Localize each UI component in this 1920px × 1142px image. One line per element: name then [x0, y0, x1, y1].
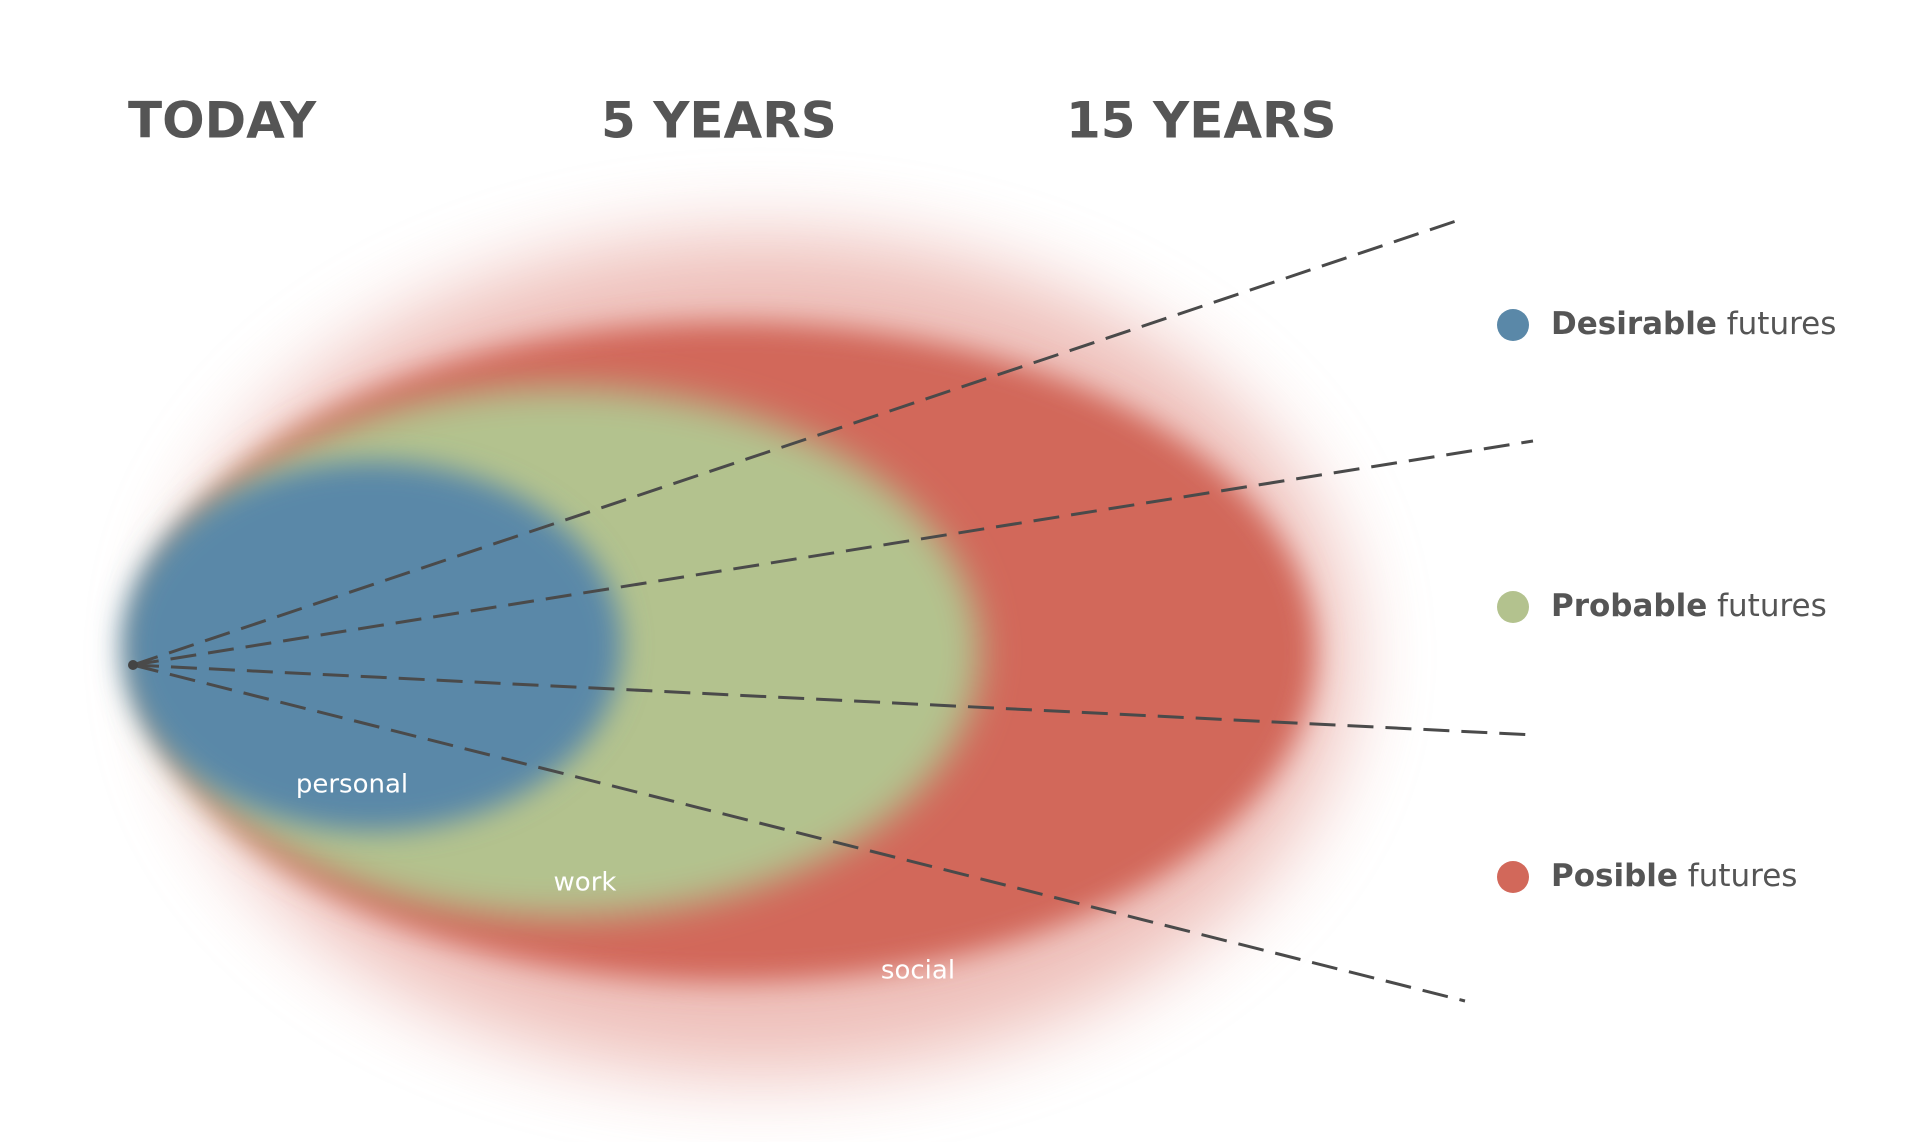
- legend-dot: [1497, 309, 1529, 341]
- dashed-line: [132, 216, 1466, 667]
- region-label: personal: [296, 770, 408, 800]
- legend-item: Desirable futures: [1551, 306, 1836, 342]
- dashed-line: [132, 663, 1536, 737]
- legend-dot: [1497, 591, 1529, 623]
- origin-point: [128, 660, 138, 670]
- cone: [122, 235, 1350, 1075]
- dashed-line: [132, 439, 1534, 667]
- legend-bold: Desirable: [1551, 306, 1717, 342]
- dashed-line: [132, 663, 1466, 1003]
- legend-item: Probable futures: [1551, 588, 1827, 624]
- legend-bold: Posible: [1551, 858, 1678, 894]
- legend-bold: Probable: [1551, 588, 1707, 624]
- region-label: work: [554, 868, 617, 898]
- legend-text: futures: [1688, 858, 1798, 894]
- legend-dot: [1497, 861, 1529, 893]
- legend-text: futures: [1727, 306, 1837, 342]
- legend: Desirable futures Probable futures Posib…: [1497, 306, 1836, 894]
- legend-item: Posible futures: [1551, 858, 1797, 894]
- legend-text: futures: [1717, 588, 1827, 624]
- region-label: social: [881, 956, 955, 986]
- column-heading: 5 YEARS: [601, 92, 837, 150]
- trajectories: [128, 216, 1536, 1003]
- desirable-area: [122, 461, 622, 831]
- column-heading: TODAY: [128, 92, 317, 150]
- column-heading: 15 YEARS: [1066, 92, 1337, 150]
